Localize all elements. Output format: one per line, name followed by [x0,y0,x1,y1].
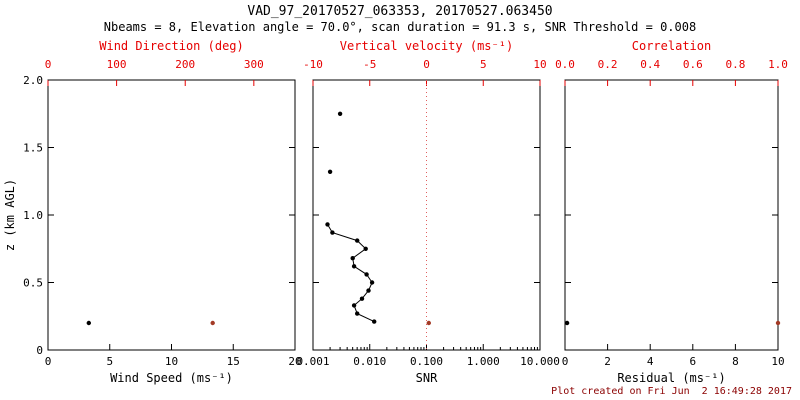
snr-profile-point [372,319,377,324]
wind-panel: 0 5 10 15 20 Wind Speed (ms⁻¹) 0 100 200 300Wind … [23,39,302,385]
snr-profile-point [355,311,360,316]
x-tick-label: 15 [227,355,240,368]
snr-profile-point [325,222,330,227]
top-tick-label: 0.4 [640,58,660,71]
top-tick-label: 5 [480,58,487,71]
plot-title: VAD_97_20170527_063353, 20170527.063450 [247,4,553,19]
snr-profile-point [351,303,357,308]
residual-point [564,320,570,326]
x-tick-label: 0.001 [296,355,329,368]
wind-top-axis-title: Wind Direction (deg) [99,39,244,53]
correlation-point [775,320,781,326]
snr-profile-point [355,238,360,243]
residual-top-axis-title: Correlation [632,39,711,53]
snr-panel: 0.001 0.010 0.100 1.000 10.000 SNR -10 -5 0 5 10 Ve… [296,39,559,385]
wind-direction-series [210,320,215,326]
y-tick-label: 0.5 [23,277,43,290]
snr-profile-point [369,280,375,285]
x-tick-label: 0 [45,355,52,368]
top-tick-label: 100 [107,58,127,71]
wind-direction-point [210,320,215,326]
top-tick-label: -5 [363,58,376,71]
correlation-series [775,320,781,326]
top-tick-label: 0.6 [683,58,703,71]
top-tick-label: 200 [175,58,195,71]
top-tick-label: 1.0 [768,58,788,71]
snr-profile-point [363,246,368,251]
wind-speed-point [86,320,92,326]
top-tick-label: 0.8 [725,58,745,71]
snr-profile-point [350,256,355,261]
top-tick-label: 300 [244,58,264,71]
top-tick-label: 0 [45,58,52,71]
wind-bottom-axis-title: Wind Speed (ms⁻¹) [110,371,233,385]
snr-isolated-series [327,111,343,174]
y-tick-label: 2.0 [23,74,43,87]
x-tick-label: 8 [732,355,739,368]
residual-bottom-axis-title: Residual (ms⁻¹) [617,371,725,385]
snr-profile-point [366,288,371,293]
snr-profile-point [364,272,369,277]
x-tick-label: 10.000 [520,355,560,368]
y-tick-label: 0 [36,344,43,357]
top-tick-label: -10 [303,58,323,71]
x-tick-label: 1.000 [467,355,500,368]
y-axis-title: z (km AGL) [3,179,17,251]
snr-top-axis-title: Vertical velocity (ms⁻¹) [340,39,513,53]
x-tick-label: 5 [106,355,113,368]
x-tick-label: 4 [647,355,654,368]
snr-profile-series [325,222,377,324]
residual-panel: 0 2 4 6 8 10 Residual (ms⁻¹) 0.0 0.2 0.4 0.6 0.8 1.0… [555,39,788,385]
x-tick-label: 6 [689,355,696,368]
snr-profile-point [351,264,357,269]
top-tick-label: 0 [423,58,430,71]
snr-profile-point [330,230,335,235]
vertical-velocity-series [426,320,431,326]
top-tick-label: 0.0 [555,58,575,71]
y-tick-label: 1.5 [23,142,43,155]
wind-frame [47,79,296,351]
y-tick-label: 1.0 [23,209,43,222]
residual-series [564,320,570,326]
top-tick-label: 10 [533,58,546,71]
plot-created-timestamp: Plot created on Fri Jun 2 16:49:28 2017 [551,386,792,397]
x-tick-label: 2 [604,355,611,368]
x-tick-label: 20 [288,355,301,368]
x-tick-label: 10 [771,355,784,368]
residual-frame [564,79,779,351]
top-tick-label: 0.2 [598,58,618,71]
snr-profile-point [359,296,365,301]
x-tick-label: 0 [562,355,569,368]
x-tick-label: 0.100 [410,355,443,368]
x-tick-label: 10 [165,355,178,368]
x-tick-label: 0.010 [353,355,386,368]
snr-isolated-point [337,111,343,117]
vertical-velocity-point [426,320,431,326]
snr-isolated-point [327,169,333,174]
wind-speed-series [86,320,92,326]
snr-bottom-axis-title: SNR [416,371,438,385]
plot-subtitle: Nbeams = 8, Elevation angle = 70.0°, sca… [103,20,697,34]
